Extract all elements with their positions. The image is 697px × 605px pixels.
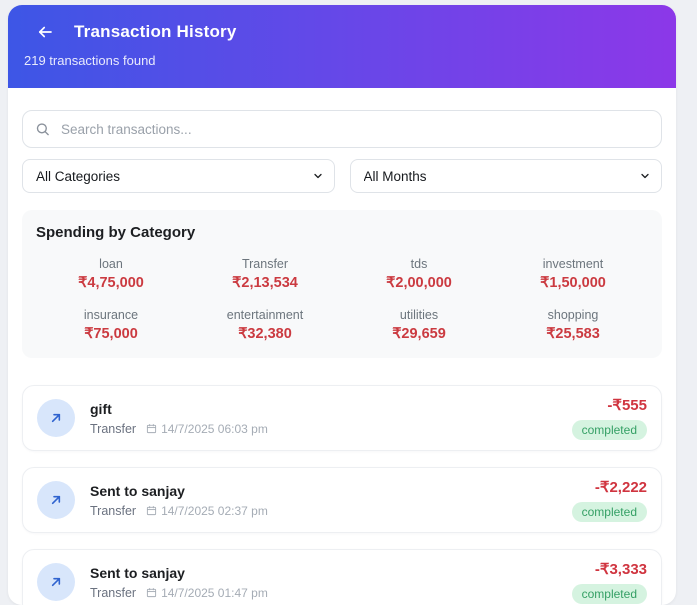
- category-label: tds: [410, 257, 428, 271]
- back-button[interactable]: [33, 20, 57, 44]
- spending-by-category-panel: Spending by Category loan ₹4,75,000 Tran…: [22, 210, 662, 358]
- category-amount: ₹75,000: [84, 326, 138, 342]
- spending-item-utilities: utilities ₹29,659: [342, 308, 496, 342]
- status-badge: completed: [571, 420, 647, 440]
- transaction-category: Transfer: [90, 503, 137, 518]
- search-input[interactable]: [22, 110, 662, 148]
- category-label: utilities: [399, 308, 439, 322]
- transfer-arrow-icon: [37, 399, 75, 437]
- transaction-row[interactable]: Sent to sanjay Transfer 14/7/2025 02:37 …: [22, 467, 662, 533]
- calendar-icon: [146, 423, 157, 434]
- back-arrow-icon: [36, 23, 54, 41]
- transaction-row[interactable]: Sent to sanjay Transfer 14/7/2025 01:47 …: [22, 549, 662, 605]
- transaction-datetime: 14/7/2025 01:47 pm: [161, 585, 268, 600]
- spending-item-shopping: shopping ₹25,583: [496, 308, 650, 342]
- transaction-category: Transfer: [90, 421, 137, 436]
- transaction-amount: -₹2,222: [594, 479, 647, 496]
- spending-item-entertainment: entertainment ₹32,380: [188, 308, 342, 342]
- category-amount: ₹1,50,000: [540, 275, 606, 291]
- category-label: investment: [542, 257, 604, 271]
- category-label: Transfer: [241, 257, 289, 271]
- category-filter-select[interactable]: All Categories: [22, 159, 335, 193]
- transfer-arrow-icon: [37, 563, 75, 601]
- header: Transaction History 219 transactions fou…: [8, 5, 676, 88]
- search-icon: [35, 122, 50, 137]
- calendar-icon: [146, 587, 157, 598]
- category-amount: ₹29,659: [392, 326, 446, 342]
- status-badge: completed: [571, 584, 647, 604]
- category-amount: ₹2,13,534: [232, 275, 298, 291]
- spending-item-loan: loan ₹4,75,000: [34, 257, 188, 291]
- status-badge: completed: [571, 502, 647, 522]
- transactions-count: 219 transactions found: [24, 53, 156, 68]
- transaction-amount: -₹555: [607, 397, 647, 414]
- transfer-arrow-icon: [37, 481, 75, 519]
- category-label: shopping: [547, 308, 599, 322]
- category-amount: ₹4,75,000: [78, 275, 144, 291]
- page-title: Transaction History: [74, 22, 237, 41]
- transaction-title: Sent to sanjay: [90, 482, 185, 499]
- category-label: entertainment: [226, 308, 304, 322]
- month-filter-select[interactable]: All Months: [349, 159, 662, 193]
- transaction-title: gift: [90, 400, 112, 417]
- transaction-category: Transfer: [90, 585, 137, 600]
- transaction-datetime: 14/7/2025 06:03 pm: [161, 421, 268, 436]
- transaction-datetime: 14/7/2025 02:37 pm: [161, 503, 268, 518]
- category-amount: ₹2,00,000: [386, 275, 452, 291]
- spending-item-transfer: Transfer ₹2,13,534: [188, 257, 342, 291]
- transaction-row[interactable]: gift Transfer 14/7/2025 06:03 pm: [22, 385, 662, 451]
- spending-item-tds: tds ₹2,00,000: [342, 257, 496, 291]
- category-label: insurance: [83, 308, 139, 322]
- transaction-history-panel: Transaction History 219 transactions fou…: [8, 5, 676, 605]
- category-label: loan: [99, 257, 123, 271]
- spending-item-investment: investment ₹1,50,000: [496, 257, 650, 291]
- calendar-icon: [146, 505, 157, 516]
- spending-panel-title: Spending by Category: [36, 224, 196, 241]
- transaction-list: gift Transfer 14/7/2025 06:03 pm: [22, 385, 662, 605]
- spending-item-insurance: insurance ₹75,000: [34, 308, 188, 342]
- transaction-amount: -₹3,333: [594, 561, 647, 578]
- category-amount: ₹25,583: [546, 326, 600, 342]
- category-amount: ₹32,380: [238, 326, 292, 342]
